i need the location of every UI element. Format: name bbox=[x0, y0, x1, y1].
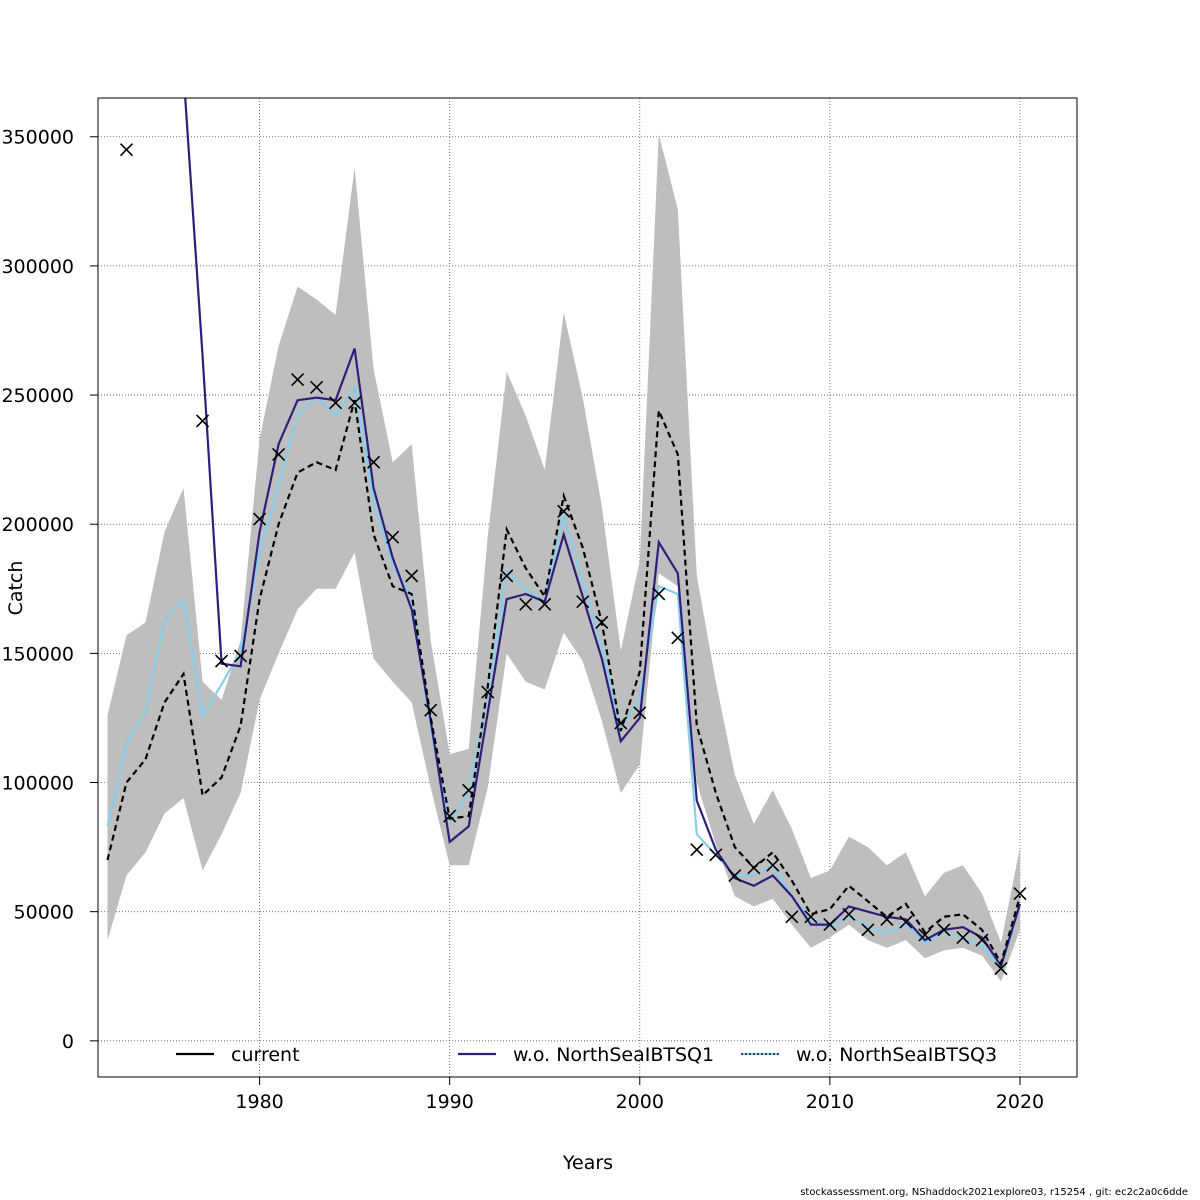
x-tick-label: 1980 bbox=[235, 1091, 283, 1113]
observed-point bbox=[195, 414, 210, 428]
confidence-band-layer bbox=[107, 134, 1020, 982]
observed-point bbox=[443, 809, 457, 823]
plot-frame bbox=[97, 97, 1078, 1078]
observed-point bbox=[975, 933, 989, 947]
observed-point bbox=[899, 915, 913, 929]
legend-label: current bbox=[231, 1044, 300, 1066]
observed-point bbox=[956, 930, 970, 945]
observed-point bbox=[576, 595, 590, 609]
y-tick-label: 50000 bbox=[14, 902, 74, 924]
observed-point bbox=[557, 504, 571, 518]
x-axis: 1980 1990 2000 2010 2020 bbox=[235, 1077, 1044, 1113]
observed-point bbox=[500, 569, 514, 583]
x-tick-label: 2010 bbox=[806, 1091, 854, 1113]
observed-point bbox=[310, 380, 324, 394]
confidence-band bbox=[107, 134, 1020, 982]
observed-point bbox=[747, 861, 761, 875]
series-line-current bbox=[106, 399, 1022, 967]
observed-point bbox=[690, 843, 704, 857]
observed-point bbox=[766, 858, 780, 872]
series-layer bbox=[106, 98, 1022, 971]
observed-point bbox=[880, 912, 894, 926]
observed-point bbox=[614, 716, 628, 730]
observed-point bbox=[253, 512, 267, 526]
observed-points-layer bbox=[119, 143, 1027, 976]
legend-item-q3: w.o. NorthSeaIBTSQ3 bbox=[741, 1044, 997, 1066]
observed-point bbox=[595, 615, 609, 629]
observed-point bbox=[785, 910, 799, 924]
observed-point bbox=[823, 918, 837, 932]
observed-point bbox=[329, 396, 343, 410]
observed-point bbox=[481, 685, 495, 699]
legend-label: w.o. NorthSeaIBTSQ1 bbox=[513, 1044, 714, 1066]
y-tick-label: 250000 bbox=[1, 385, 74, 407]
observed-point bbox=[462, 783, 476, 797]
y-tick-label: 0 bbox=[62, 1031, 74, 1053]
series-line-w-o-northseaibtsq1 bbox=[184, 98, 1022, 969]
legend-label: w.o. NorthSeaIBTSQ3 bbox=[796, 1044, 997, 1066]
x-tick-label: 1990 bbox=[425, 1091, 473, 1113]
y-tick-label: 150000 bbox=[1, 643, 74, 665]
y-tick-label: 300000 bbox=[1, 256, 74, 278]
footer-credit: stockassessment.org, NShaddock2021explor… bbox=[800, 1187, 1188, 1198]
y-tick-label: 100000 bbox=[1, 773, 74, 795]
y-tick-label: 350000 bbox=[1, 127, 74, 149]
observed-point bbox=[386, 530, 400, 544]
observed-point bbox=[671, 631, 685, 645]
legend: current w.o. NorthSeaIBTSQ1 w.o. NorthSeaI… bbox=[176, 1044, 997, 1066]
observed-point bbox=[633, 706, 647, 720]
observed-point bbox=[804, 910, 818, 924]
observed-point bbox=[728, 868, 742, 883]
observed-point bbox=[424, 703, 438, 717]
observed-point bbox=[1013, 887, 1027, 901]
x-tick-label: 2020 bbox=[996, 1091, 1044, 1113]
observed-point bbox=[214, 654, 229, 668]
observed-point bbox=[861, 923, 875, 937]
observed-point bbox=[348, 396, 362, 410]
observed-point bbox=[994, 961, 1008, 976]
observed-point bbox=[291, 372, 305, 387]
observed-point bbox=[519, 597, 533, 611]
x-axis-label: Years bbox=[562, 1152, 613, 1174]
observed-point bbox=[234, 649, 248, 663]
y-axis: 0 50000 100000 150000 200000 250000 300000 3500… bbox=[1, 127, 98, 1053]
legend-item-q1: w.o. NorthSeaIBTSQ1 bbox=[458, 1044, 714, 1066]
observed-point bbox=[405, 569, 419, 583]
series-line-w-o-northseaibtsq3 bbox=[106, 384, 1022, 971]
observed-point bbox=[918, 928, 932, 942]
observed-point bbox=[538, 597, 552, 611]
observed-point bbox=[119, 143, 134, 157]
x-tick-label: 2000 bbox=[616, 1091, 664, 1113]
observed-point bbox=[652, 587, 666, 601]
observed-point bbox=[367, 455, 381, 469]
observed-point bbox=[937, 923, 951, 937]
observed-point bbox=[842, 907, 856, 921]
y-tick-label: 200000 bbox=[1, 514, 74, 536]
legend-item-current: current bbox=[176, 1044, 300, 1066]
y-axis-label: Catch bbox=[5, 561, 27, 616]
observed-point bbox=[272, 447, 286, 462]
observed-point bbox=[709, 848, 723, 862]
